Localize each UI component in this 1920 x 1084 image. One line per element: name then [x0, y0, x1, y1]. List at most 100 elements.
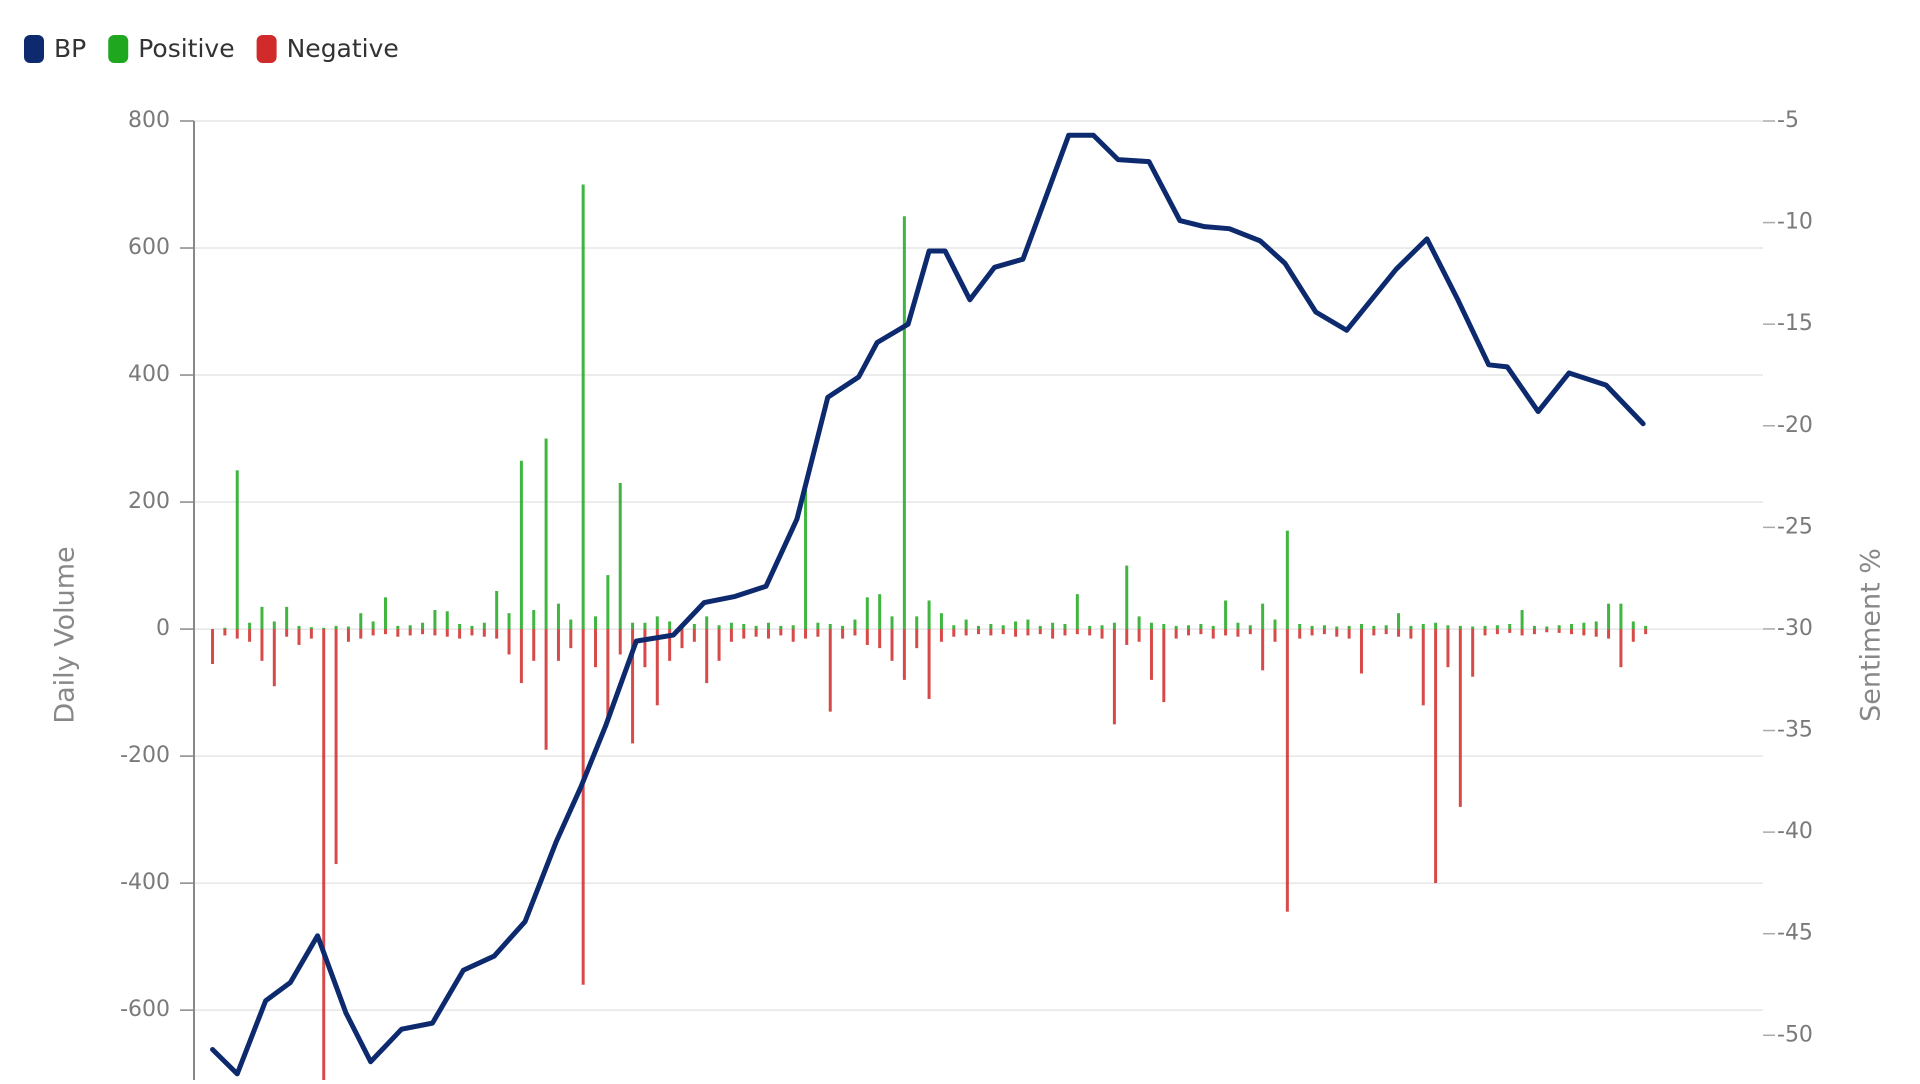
bar [952, 625, 956, 630]
bar [272, 621, 276, 630]
bar [309, 627, 313, 630]
bar [742, 629, 746, 639]
bar [458, 629, 462, 639]
bar [569, 629, 573, 649]
y-tick-label: -400 [120, 870, 170, 895]
bar [1273, 619, 1277, 630]
bar [359, 629, 363, 639]
bar [1199, 629, 1203, 635]
bar [977, 629, 980, 635]
bar [507, 629, 511, 655]
bar [915, 616, 919, 630]
y-axis-title: Daily Volume [50, 546, 81, 723]
bar [952, 629, 956, 637]
bar [791, 625, 795, 630]
bar [346, 629, 350, 642]
bar [532, 629, 536, 661]
bar [1582, 629, 1586, 636]
bar [939, 613, 943, 630]
bar [1125, 565, 1129, 630]
bar [1248, 625, 1252, 630]
bar [816, 629, 820, 637]
bar [902, 629, 906, 680]
y2-tick-label: -15 [1777, 311, 1813, 336]
bar [1038, 629, 1042, 635]
bar [408, 629, 412, 636]
bar [816, 622, 820, 630]
bar [1372, 629, 1376, 636]
bar [569, 619, 573, 630]
bar [470, 629, 474, 636]
line [210, 132, 1646, 1077]
bar [495, 590, 499, 630]
bar [1434, 629, 1438, 884]
bar [371, 621, 375, 630]
bar [1211, 625, 1215, 630]
bar [1359, 623, 1363, 630]
bar [729, 629, 733, 642]
bar [211, 629, 215, 665]
bar [964, 619, 968, 630]
bar [878, 594, 882, 630]
bar [1261, 629, 1265, 671]
bar [1014, 629, 1018, 637]
bar [1285, 629, 1289, 912]
bar [556, 629, 560, 661]
bar [1051, 622, 1055, 630]
bar [1384, 625, 1388, 630]
bar [631, 629, 635, 744]
bar [729, 622, 733, 630]
bar [495, 629, 499, 639]
bar [977, 625, 980, 630]
bar [1495, 625, 1499, 630]
bar [594, 629, 598, 668]
bar [1224, 600, 1228, 630]
y-tick-label: -600 [120, 997, 170, 1022]
bar [1261, 603, 1265, 630]
bar [1236, 629, 1240, 637]
bar [581, 184, 585, 630]
bar [1532, 625, 1536, 630]
bar [754, 629, 758, 637]
bar [1594, 621, 1598, 630]
bar [285, 629, 289, 637]
bar [396, 629, 400, 637]
bar [643, 629, 647, 668]
bar [1001, 625, 1005, 630]
bar [1347, 625, 1351, 630]
bar [742, 623, 746, 630]
bar [804, 483, 808, 630]
y-tick-label: 200 [128, 489, 170, 514]
bar [1322, 629, 1326, 635]
bar [717, 629, 721, 661]
bar [1607, 603, 1611, 630]
bar [1434, 622, 1438, 630]
bar [915, 629, 919, 649]
bar [1026, 629, 1030, 636]
legend-swatch [256, 35, 277, 63]
bar [1224, 629, 1228, 636]
bar [1557, 629, 1561, 633]
bar [754, 625, 758, 630]
bar [371, 629, 375, 636]
bar [346, 626, 350, 630]
y-tick-label: -200 [120, 743, 170, 768]
bar [458, 623, 462, 630]
legend-swatch [24, 35, 44, 63]
bar [1063, 623, 1067, 630]
bar [519, 460, 523, 630]
bar [766, 622, 770, 630]
bar [1631, 621, 1635, 630]
bar [260, 629, 264, 661]
bar [668, 629, 672, 661]
y-tick-label: 0 [156, 616, 170, 641]
bar [1038, 625, 1042, 630]
y-tick-label: 600 [128, 235, 170, 260]
bar [1570, 623, 1574, 630]
bar [766, 629, 770, 639]
bar [235, 629, 239, 639]
y-tick-label: 400 [128, 362, 170, 387]
bar [1322, 625, 1326, 630]
y-tick-label: 800 [128, 108, 170, 133]
